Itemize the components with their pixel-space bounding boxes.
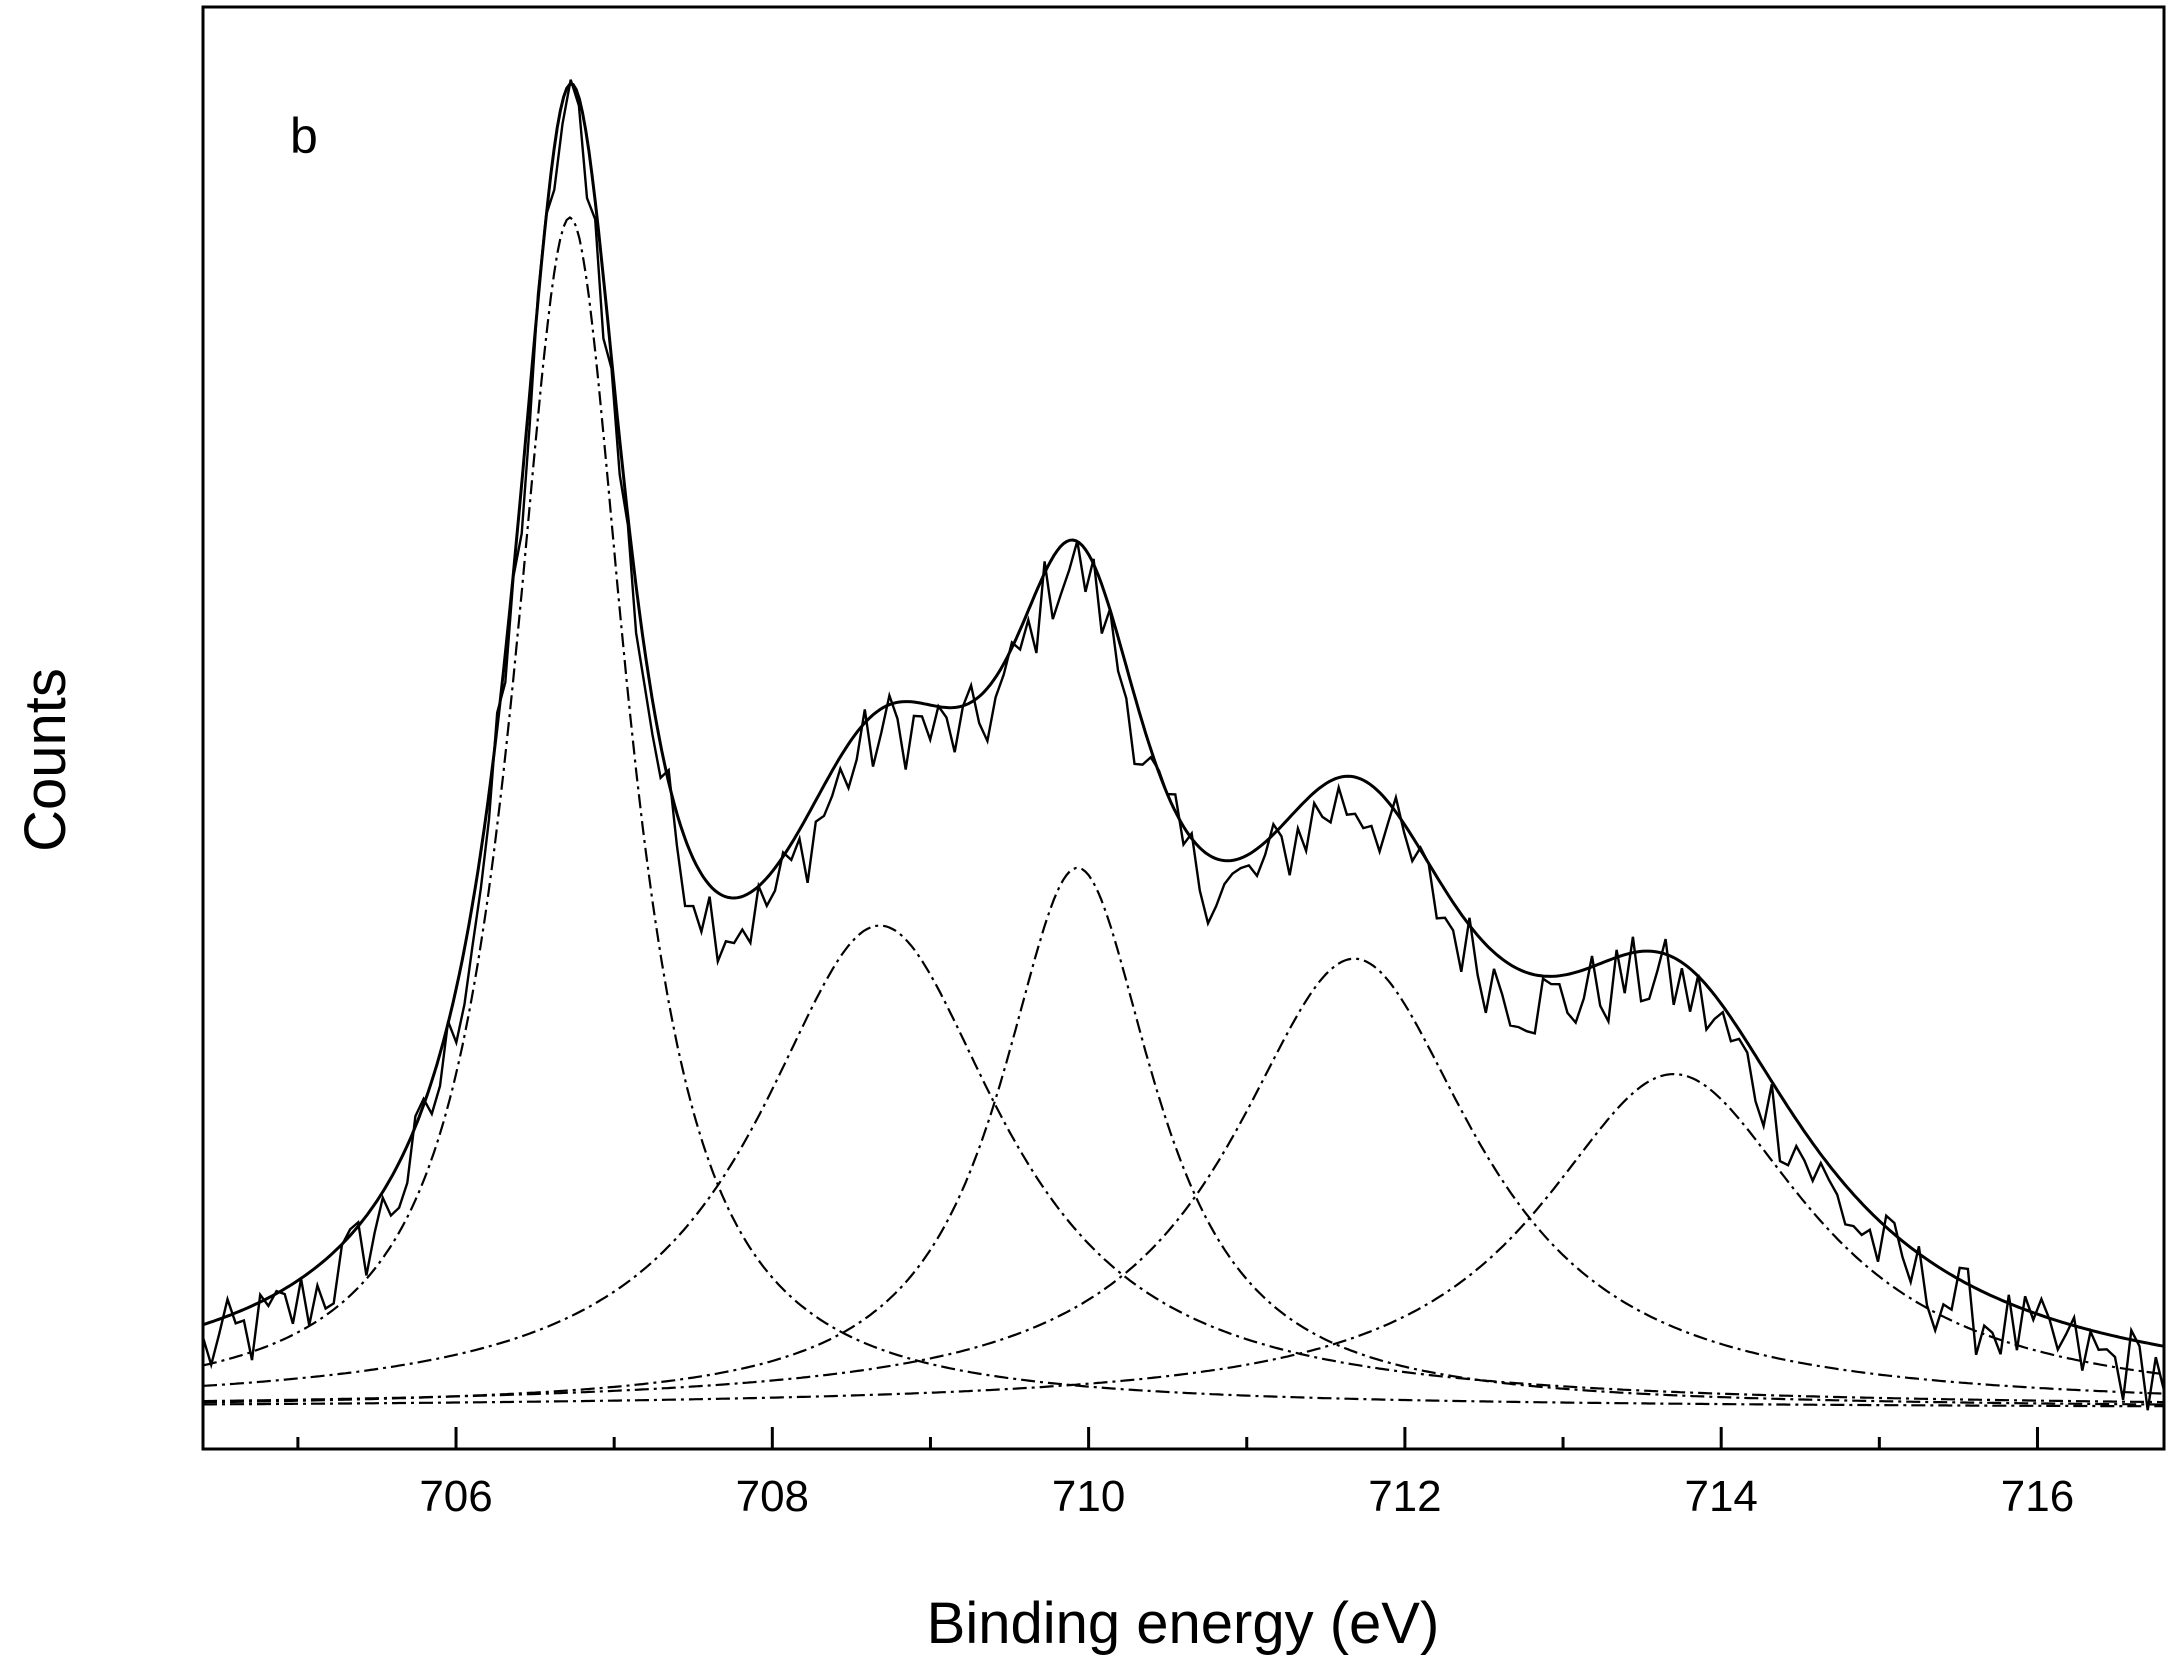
component-peak-5 (203, 1072, 2165, 1406)
x-tick-label: 716 (2001, 1472, 2074, 1521)
x-tick-label: 712 (1368, 1472, 1441, 1521)
x-axis-label: Binding energy (eV) (927, 1591, 1440, 1656)
fit-envelope (202, 82, 2165, 1348)
y-axis-label: Counts (13, 668, 78, 852)
x-tick-label: 710 (1052, 1472, 1125, 1521)
x-tick-label: 708 (736, 1472, 809, 1521)
component-peak-1 (202, 216, 2165, 1408)
component-peak-4 (203, 957, 2165, 1403)
component-peak-3 (203, 866, 2164, 1406)
x-tick-label: 706 (419, 1472, 492, 1521)
curves-group (201, 79, 2166, 1411)
experimental-spectrum (201, 79, 2166, 1411)
x-tick-label: 714 (1684, 1472, 1757, 1521)
component-peak-2 (202, 924, 2164, 1404)
plot-frame (201, 5, 2166, 1451)
x-axis-ticks: 706 708 710 712 714 716 (296, 1427, 2074, 1521)
panel-label: b (290, 108, 318, 164)
